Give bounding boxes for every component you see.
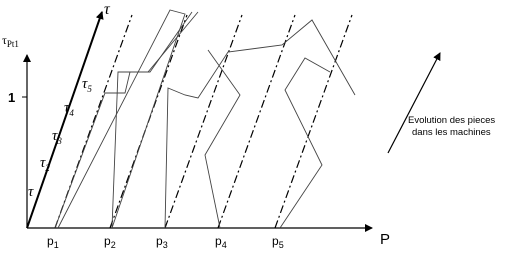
p-labels: p1 p2 p3 p4 p5 (47, 234, 284, 250)
label-part: τ (2, 33, 7, 47)
label-part: 1 (54, 240, 59, 250)
label-part: τ (28, 184, 34, 200)
label-part: 5 (87, 84, 92, 94)
p-label: p4 (215, 234, 227, 250)
piece-path (204, 49, 241, 229)
label-part: τ (64, 100, 70, 116)
p-label: p5 (272, 234, 284, 250)
dash-dot-line (164, 14, 243, 229)
label-part: 4 (69, 108, 74, 118)
label-part: 2 (45, 163, 50, 173)
tau-label: τ2 (40, 155, 50, 173)
label-part: 5 (279, 240, 284, 250)
p-label: p1 (47, 234, 59, 250)
y-mark: 1 (8, 90, 15, 105)
label-part: τ (40, 155, 46, 171)
piece-path (279, 57, 331, 229)
label-part: τ (82, 76, 88, 92)
piece-path (57, 9, 186, 229)
label-part: p (272, 234, 279, 248)
dash-dot-line (217, 14, 296, 229)
label-part: Pt1 (7, 39, 19, 49)
note-line: Evolution des pieces (408, 115, 495, 126)
label-part: 4 (222, 240, 227, 250)
label-part: p (215, 234, 222, 248)
axes (22, 11, 441, 232)
tau-labels: τ5 τ4 τ3 τ2 τ (28, 76, 92, 200)
label-part: p (156, 234, 163, 248)
diagonal-arrow (26, 11, 104, 229)
piece-path (164, 19, 356, 229)
tau-label: τ3 (52, 128, 62, 146)
evolution-arrow (387, 52, 441, 154)
label-part: 3 (163, 240, 168, 250)
x-label: P (380, 231, 390, 248)
label-part: p (47, 234, 54, 248)
y-label: τPt1 (2, 33, 19, 49)
label-part: p (104, 234, 111, 248)
tau-label: τ4 (64, 100, 74, 118)
label-part: 2 (111, 240, 116, 250)
note-line: dans les machines (412, 127, 491, 138)
p-label: p2 (104, 234, 116, 250)
piece-paths (54, 9, 356, 229)
dash-dot-lines (54, 14, 353, 229)
piece-path (54, 11, 193, 229)
label-part: 3 (56, 136, 62, 146)
note: Evolution des pieces dans les machines (408, 115, 495, 138)
tau-label: τ5 (82, 76, 92, 94)
tau-label: τ (28, 184, 34, 200)
p-label: p3 (156, 234, 168, 250)
diagonal-label: τ (104, 1, 111, 18)
piece-path (111, 11, 199, 229)
label-part: τ (52, 128, 58, 144)
dash-dot-line (274, 14, 353, 229)
